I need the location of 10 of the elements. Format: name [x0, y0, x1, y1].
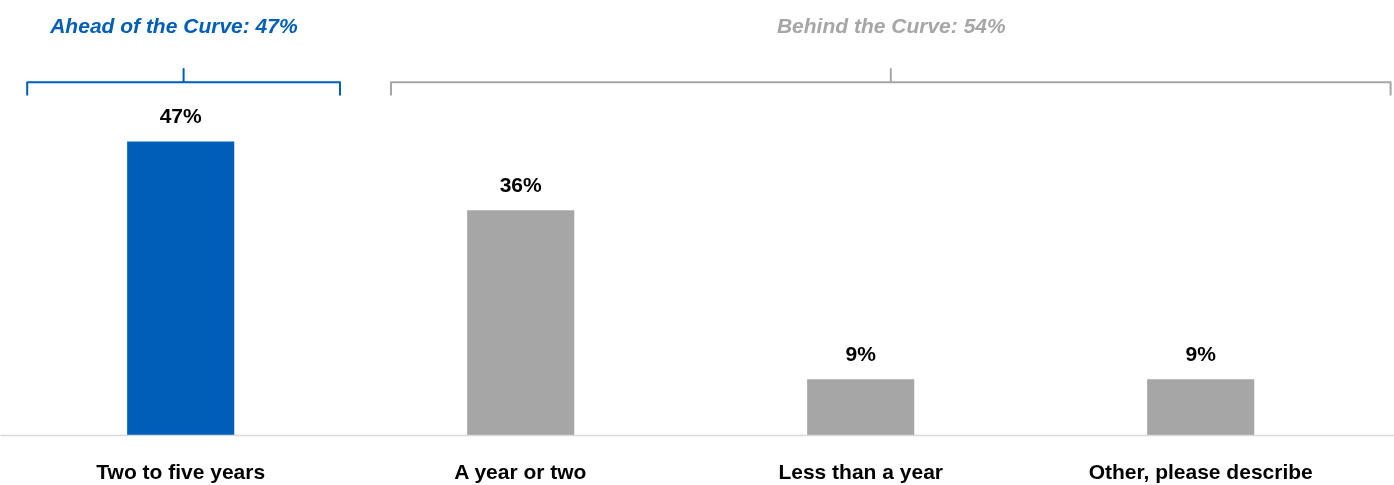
- x-tick-label: Less than a year: [778, 459, 943, 483]
- data-label: 36%: [499, 172, 543, 196]
- text: Ahead of the Curve: 47%: [49, 13, 298, 37]
- text: Behind the Curve: 54%: [776, 13, 1006, 37]
- x-tick-label: Other, please describe: [1088, 459, 1313, 483]
- data-label: 9%: [845, 341, 877, 365]
- x-tick-label: A year or two: [454, 459, 587, 483]
- data-label: 9%: [1185, 341, 1217, 365]
- data-label: 47%: [159, 103, 203, 127]
- x-tick-label: Two to five years: [96, 459, 266, 483]
